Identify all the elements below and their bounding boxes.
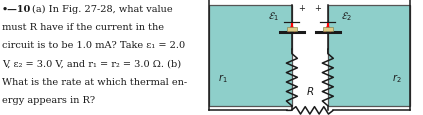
- Text: circuit is to be 1.0 mA? Take ε₁ = 2.0: circuit is to be 1.0 mA? Take ε₁ = 2.0: [2, 41, 185, 50]
- Text: (a) In Fig. 27-28, what value: (a) In Fig. 27-28, what value: [32, 5, 172, 14]
- Text: What is the rate at which thermal en-: What is the rate at which thermal en-: [2, 77, 187, 86]
- FancyBboxPatch shape: [287, 28, 297, 32]
- Text: must R have if the current in the: must R have if the current in the: [2, 23, 164, 32]
- Text: •—10: •—10: [2, 5, 31, 14]
- Text: $R$: $R$: [306, 85, 314, 97]
- Text: ergy appears in R?: ergy appears in R?: [2, 95, 95, 104]
- FancyBboxPatch shape: [323, 28, 333, 32]
- Text: V, ε₂ = 3.0 V, and r₁ = r₂ = 3.0 Ω. (b): V, ε₂ = 3.0 V, and r₁ = r₂ = 3.0 Ω. (b): [2, 59, 181, 68]
- FancyBboxPatch shape: [328, 6, 410, 106]
- Text: $r_2$: $r_2$: [392, 71, 402, 84]
- FancyBboxPatch shape: [209, 6, 292, 106]
- Text: $\mathcal{E}_1$: $\mathcal{E}_1$: [268, 10, 279, 22]
- Text: $\mathcal{E}_2$: $\mathcal{E}_2$: [341, 10, 352, 22]
- Text: $r_1$: $r_1$: [218, 71, 228, 84]
- Text: +: +: [315, 4, 321, 13]
- Text: +: +: [298, 4, 305, 13]
